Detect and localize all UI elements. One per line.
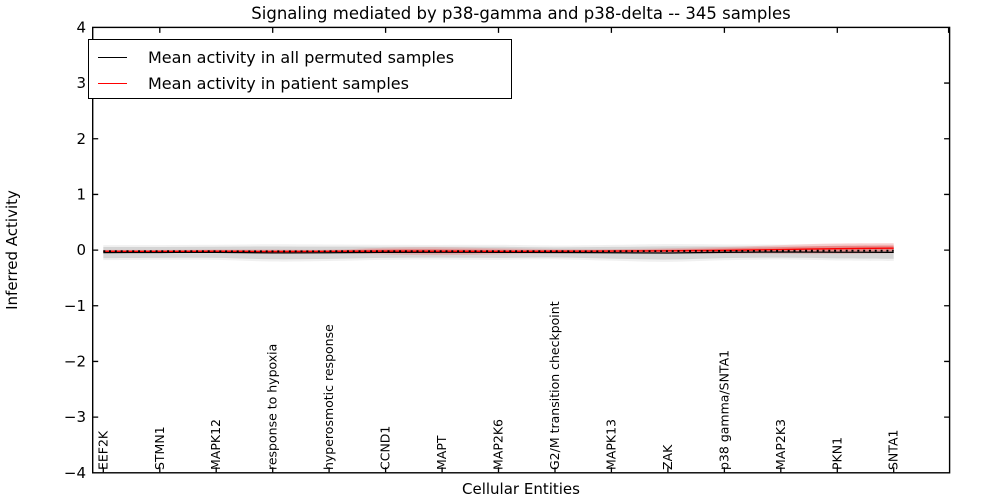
x-tick-label: ZAK [660,444,675,470]
permuted-dotted-line [103,249,894,253]
legend-line-patient-icon [98,82,127,84]
y-tick-label: −3 [64,408,86,426]
legend-entry-permuted: Mean activity in all permuted samples [89,43,511,71]
x-tick-label: hyperosmotic response [321,324,336,470]
x-tick-label: MAPT [434,435,449,470]
x-tick-label: PKN1 [829,437,844,470]
axis-ticks [93,27,950,473]
y-tick-label: 0 [76,241,86,259]
x-tick-label: G2/M transition checkpoint [547,301,562,470]
y-tick-label: −4 [64,464,86,482]
y-tick-labels: 4 3 2 1 0 −1 −2 −3 −4 [64,18,86,481]
x-tick-label: MAP2K6 [491,419,506,470]
chart-title: Signaling mediated by p38-gamma and p38-… [251,4,791,23]
y-tick-label: 1 [76,185,86,203]
x-tick-label: MAPK12 [208,419,223,470]
x-tick-label: SNTA1 [886,430,901,470]
x-tick-label: EEF2K [95,430,110,470]
legend: Mean activity in all permuted samples Me… [88,39,512,99]
x-tick-labels: EEF2K STMN1 MAPK12 response to hypoxia hyper… [95,301,900,470]
y-tick-label: −2 [64,352,86,370]
y-tick-label: 2 [76,130,86,148]
x-tick-label: MAPK13 [603,419,618,470]
x-axis-label: Cellular Entities [462,480,580,498]
x-tick-label: STMN1 [152,426,167,470]
legend-label-permuted: Mean activity in all permuted samples [148,47,455,67]
x-tick-label: CCND1 [378,426,393,470]
y-tick-label: 3 [76,74,86,92]
permuted-mean-line [103,251,894,254]
legend-label-patient: Mean activity in patient samples [148,73,409,93]
y-tick-label: −1 [64,297,86,315]
x-tick-label: response to hypoxia [265,344,280,470]
axes-frame [91,26,951,474]
series-lines [103,247,894,254]
legend-line-permuted-icon [98,56,127,58]
x-tick-label: p38 gamma/SNTA1 [716,350,731,470]
y-tick-label: 4 [76,18,86,36]
legend-entry-patient: Mean activity in patient samples [89,69,511,97]
tick-marks [93,27,950,473]
x-tick-label: MAP2K3 [773,419,788,470]
